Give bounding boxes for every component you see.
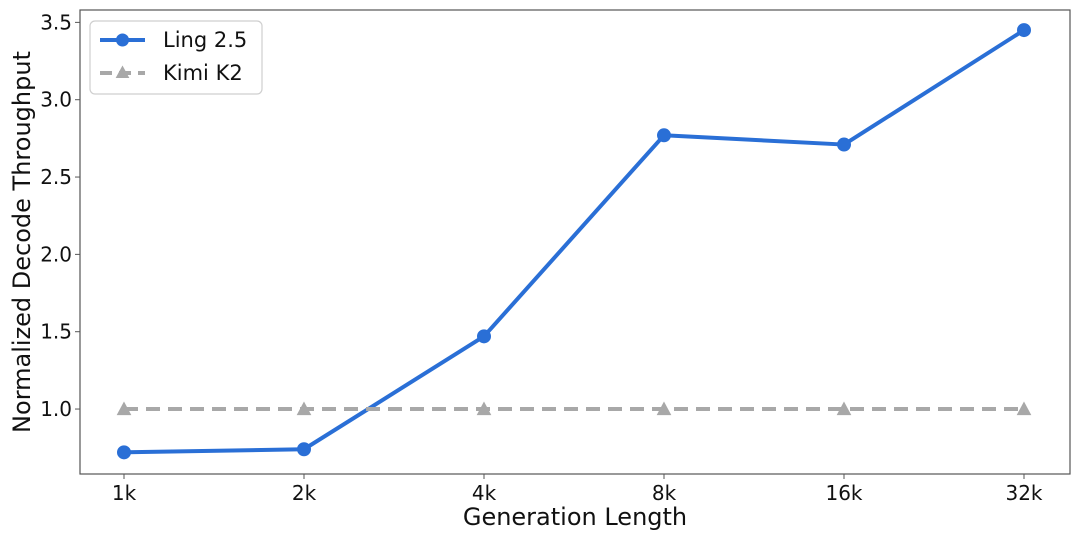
legend: Ling 2.5 Kimi K2 — [89, 20, 263, 95]
y-tick-label: 2.0 — [40, 242, 72, 266]
x-axis-ticks: 1k 2k 4k 8k 16k 32k — [112, 474, 1043, 505]
point-kimi-k2 — [656, 401, 672, 416]
point-ling-2-5 — [477, 329, 491, 344]
point-kimi-k2 — [836, 401, 852, 416]
point-ling-2-5 — [297, 442, 311, 457]
y-axis-ticks: 1.0 1.5 2.0 2.5 3.0 3.5 — [40, 10, 80, 421]
y-tick-label: 2.5 — [40, 165, 72, 189]
x-tick-label: 2k — [292, 481, 317, 505]
series-kimi-k2 — [116, 401, 1032, 416]
point-kimi-k2 — [1016, 401, 1032, 416]
x-tick-label: 4k — [472, 481, 497, 505]
x-tick-label: 8k — [652, 481, 677, 505]
series-line-ling-2-5 — [123, 28, 1026, 455]
x-axis-label: Generation Length — [463, 503, 687, 531]
legend-label-kimi: Kimi K2 — [163, 61, 243, 85]
plot-frame — [79, 9, 1071, 475]
y-tick-label: 3.5 — [40, 10, 72, 34]
y-axis-label: Normalized Decode Throughput — [8, 51, 36, 433]
x-tick-label: 16k — [825, 481, 862, 505]
series-ling-2-5 — [117, 23, 1031, 460]
point-ling-2-5 — [1017, 23, 1031, 38]
legend-marker-ling — [116, 33, 129, 47]
point-ling-2-5 — [837, 137, 851, 152]
point-ling-2-5 — [657, 128, 671, 143]
x-tick-label: 1k — [112, 481, 137, 505]
series-layer — [116, 23, 1032, 460]
legend-label-ling: Ling 2.5 — [163, 28, 247, 52]
point-kimi-k2 — [296, 401, 312, 416]
point-kimi-k2 — [476, 401, 492, 416]
y-tick-label: 1.0 — [40, 397, 72, 421]
legend-marker-kimi — [115, 65, 130, 78]
y-tick-label: 3.0 — [40, 88, 72, 112]
x-tick-label: 32k — [1005, 481, 1042, 505]
point-ling-2-5 — [117, 445, 131, 460]
y-tick-label: 1.5 — [40, 320, 72, 344]
point-kimi-k2 — [116, 401, 132, 416]
